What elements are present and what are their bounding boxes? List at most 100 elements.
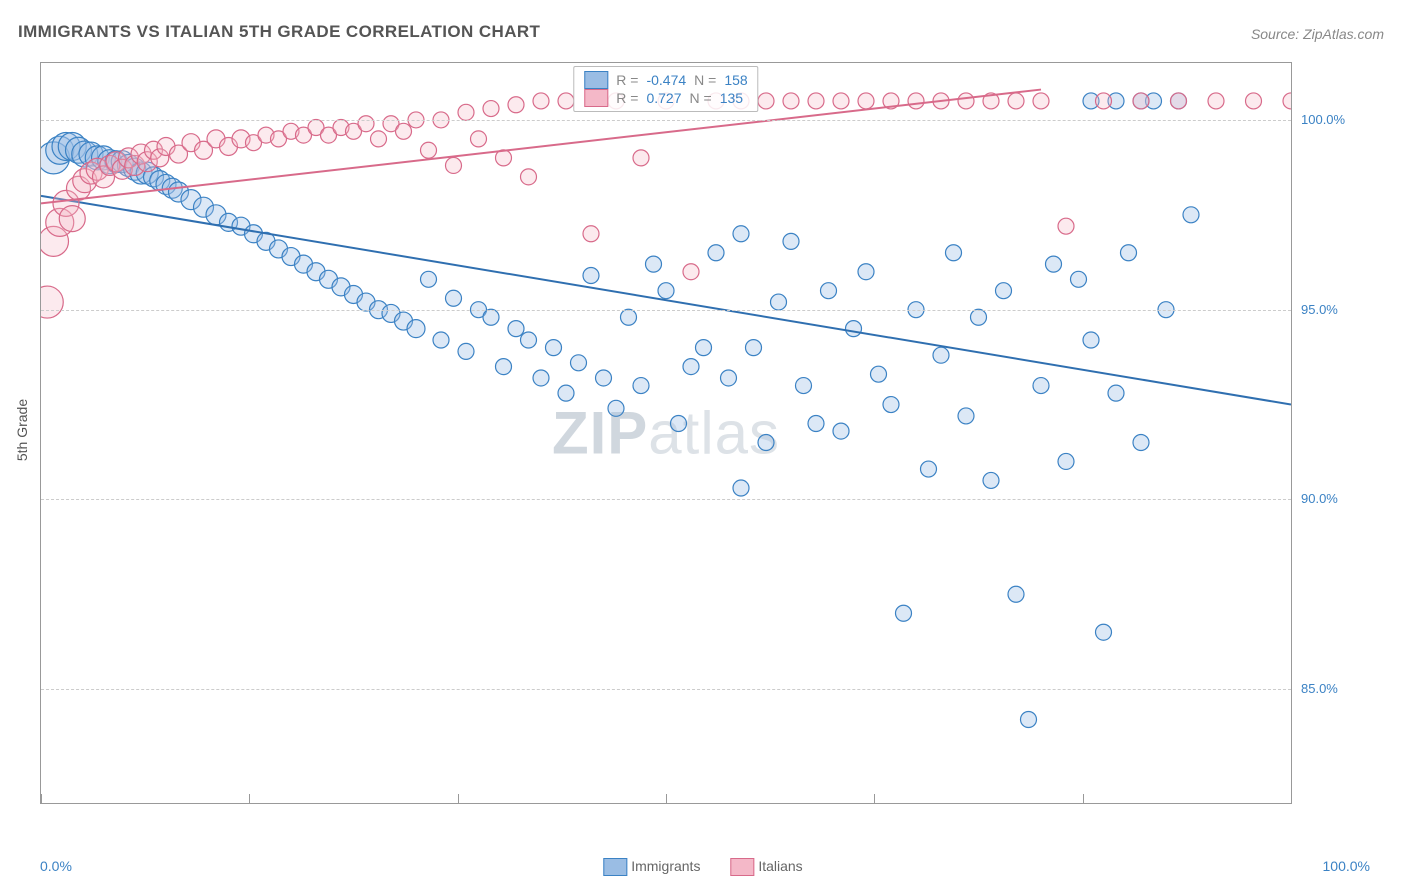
data-point	[433, 332, 449, 348]
n-label: N =	[690, 90, 712, 106]
data-point	[583, 226, 599, 242]
y-tick-label: 85.0%	[1301, 681, 1371, 696]
data-point	[508, 97, 524, 113]
data-point	[1171, 93, 1187, 109]
data-point	[633, 378, 649, 394]
legend-label: Immigrants	[631, 858, 700, 874]
data-point	[1021, 712, 1037, 728]
data-point	[1008, 93, 1024, 109]
x-tick	[1291, 794, 1292, 804]
y-tick-label: 95.0%	[1301, 302, 1371, 317]
r-value: 0.727	[646, 90, 681, 106]
trend-line	[41, 196, 1291, 405]
data-point	[1058, 218, 1074, 234]
data-point	[1121, 245, 1137, 261]
gridline	[41, 689, 1291, 690]
plot-area: ZIPatlas R = -0.474 N = 158 R = 0.727 N …	[40, 62, 1292, 804]
data-point	[1058, 453, 1074, 469]
data-point	[458, 104, 474, 120]
data-point	[558, 93, 574, 109]
x-axis-min-label: 0.0%	[40, 858, 72, 874]
x-tick	[249, 794, 250, 804]
data-point	[407, 320, 425, 338]
data-point	[608, 400, 624, 416]
data-point	[758, 434, 774, 450]
data-point	[771, 294, 787, 310]
data-point	[446, 290, 462, 306]
x-tick	[1083, 794, 1084, 804]
data-point	[708, 245, 724, 261]
data-point	[733, 480, 749, 496]
x-tick	[458, 794, 459, 804]
legend-swatch	[730, 858, 754, 876]
legend-label: Italians	[758, 858, 802, 874]
data-point	[1046, 256, 1062, 272]
legend-row: R = 0.727 N = 135	[584, 89, 747, 107]
data-point	[746, 340, 762, 356]
data-point	[671, 416, 687, 432]
data-point	[521, 332, 537, 348]
legend-swatch	[584, 89, 608, 107]
data-point	[808, 416, 824, 432]
data-point	[896, 605, 912, 621]
data-point	[421, 271, 437, 287]
data-point	[59, 206, 85, 232]
n-value: 158	[724, 72, 747, 88]
data-point	[946, 245, 962, 261]
legend-series: Immigrants Italians	[603, 858, 802, 876]
gridline	[41, 120, 1291, 121]
data-point	[558, 385, 574, 401]
data-point	[1108, 385, 1124, 401]
source-attribution: Source: ZipAtlas.com	[1251, 26, 1384, 42]
data-point	[1208, 93, 1224, 109]
data-point	[1183, 207, 1199, 223]
data-point	[1071, 271, 1087, 287]
gridline	[41, 310, 1291, 311]
data-point	[533, 93, 549, 109]
source-name: ZipAtlas.com	[1303, 26, 1384, 42]
data-point	[1096, 93, 1112, 109]
legend-swatch	[584, 71, 608, 89]
data-point	[958, 93, 974, 109]
data-point	[933, 347, 949, 363]
data-point	[846, 321, 862, 337]
data-point	[783, 93, 799, 109]
data-point	[596, 370, 612, 386]
data-point	[658, 283, 674, 299]
data-point	[1033, 93, 1049, 109]
legend-swatch	[603, 858, 627, 876]
data-point	[1133, 93, 1149, 109]
data-point	[471, 131, 487, 147]
data-point	[496, 359, 512, 375]
x-axis-max-label: 100.0%	[1323, 858, 1370, 874]
data-point	[883, 397, 899, 413]
data-point	[696, 340, 712, 356]
data-point	[808, 93, 824, 109]
gridline	[41, 499, 1291, 500]
data-point	[983, 472, 999, 488]
data-point	[758, 93, 774, 109]
data-point	[721, 370, 737, 386]
data-point	[483, 101, 499, 117]
data-point	[458, 343, 474, 359]
data-point	[1096, 624, 1112, 640]
y-tick-label: 100.0%	[1301, 112, 1371, 127]
chart-title: IMMIGRANTS VS ITALIAN 5TH GRADE CORRELAT…	[18, 22, 540, 42]
y-axis-label: 5th Grade	[14, 399, 30, 461]
data-point	[508, 321, 524, 337]
data-point	[833, 423, 849, 439]
data-point	[1008, 586, 1024, 602]
data-point	[41, 286, 63, 318]
data-point	[483, 309, 499, 325]
r-label: R =	[616, 90, 638, 106]
data-point	[1283, 93, 1291, 109]
data-point	[446, 157, 462, 173]
data-point	[421, 142, 437, 158]
data-point	[921, 461, 937, 477]
data-point	[358, 116, 374, 132]
chart-container: IMMIGRANTS VS ITALIAN 5TH GRADE CORRELAT…	[0, 0, 1406, 892]
legend-item: Immigrants	[603, 858, 700, 876]
data-point	[996, 283, 1012, 299]
x-tick	[666, 794, 667, 804]
source-prefix: Source:	[1251, 26, 1303, 42]
